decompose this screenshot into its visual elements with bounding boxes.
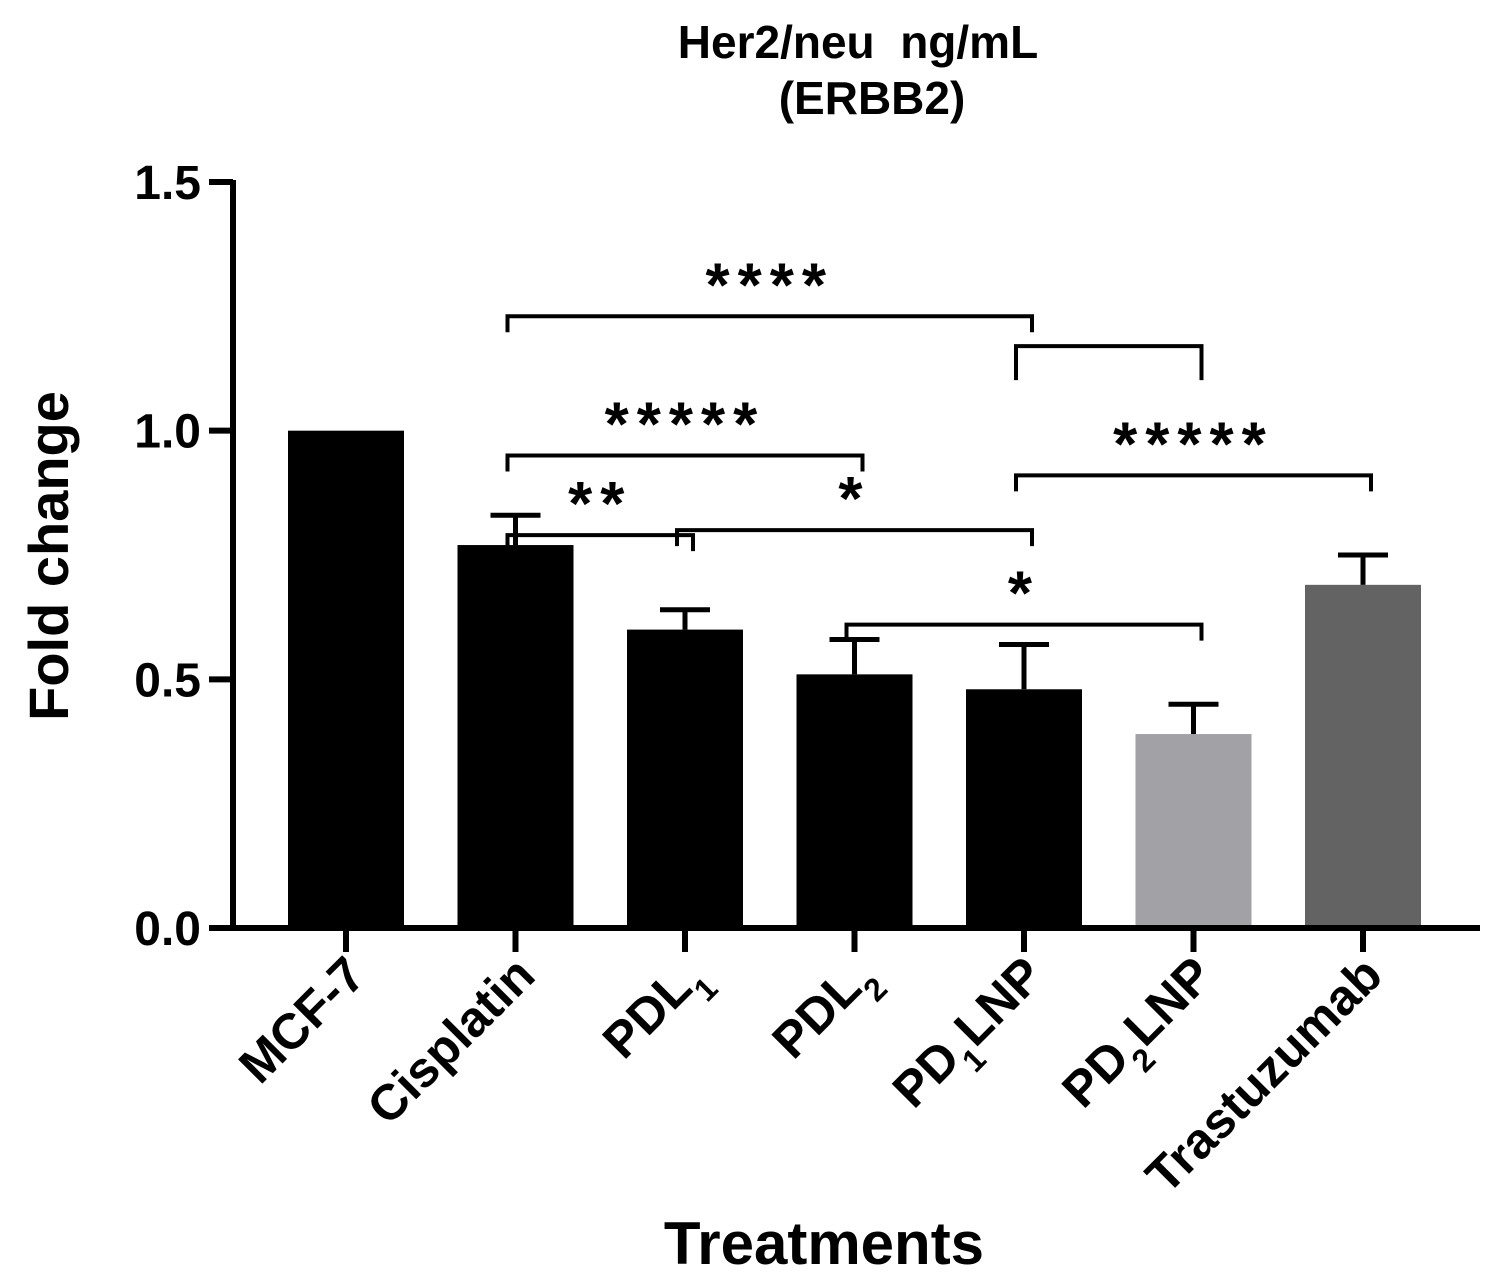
significance-label-0: **** — [705, 251, 834, 320]
significance-bracket-0 — [505, 314, 1034, 333]
bar-6 — [1305, 584, 1421, 928]
bar-3 — [796, 674, 913, 928]
bar-5 — [1135, 734, 1252, 928]
significance-bracket-5 — [675, 528, 1034, 547]
significance-label-6: * — [1008, 560, 1040, 629]
x-tick-label-0: MCF-7 — [228, 946, 376, 1094]
y-tick-label-0: 0.0 — [134, 903, 201, 956]
significance-bracket-1 — [1014, 344, 1204, 381]
significance-label-2: ***** — [605, 391, 766, 460]
significance-bracket-6 — [844, 622, 1204, 641]
bar-0 — [288, 430, 404, 928]
bar-2 — [627, 629, 743, 928]
significance-label-4: ** — [568, 470, 632, 539]
x-axis-label: Treatments — [664, 1210, 984, 1277]
x-tick-label-2: PDL1 — [592, 946, 725, 1079]
y-tick-label-2: 1.0 — [134, 406, 201, 459]
significance-bracket-4 — [505, 533, 695, 552]
x-tick-label-4: PD1LNP — [882, 946, 1064, 1128]
x-tick-label-3: PDL2 — [761, 946, 894, 1079]
y-tick-label-3: 1.5 — [134, 157, 201, 210]
bar-4 — [966, 689, 1082, 928]
chart-title-line2: (ERBB2) — [779, 72, 966, 124]
significance-label-5: * — [838, 465, 870, 534]
y-axis-label: Fold change — [17, 391, 80, 721]
y-tick-label-1: 0.5 — [134, 654, 201, 707]
bar-1 — [457, 545, 574, 928]
significance-bracket-2 — [505, 453, 865, 472]
x-tick-label-1: Cisplatin — [356, 946, 545, 1135]
chart-title-line1: Her2/neu ng/mL — [678, 16, 1038, 68]
significance-label-3: ***** — [1113, 410, 1274, 479]
significance-bracket-3 — [1014, 473, 1373, 492]
